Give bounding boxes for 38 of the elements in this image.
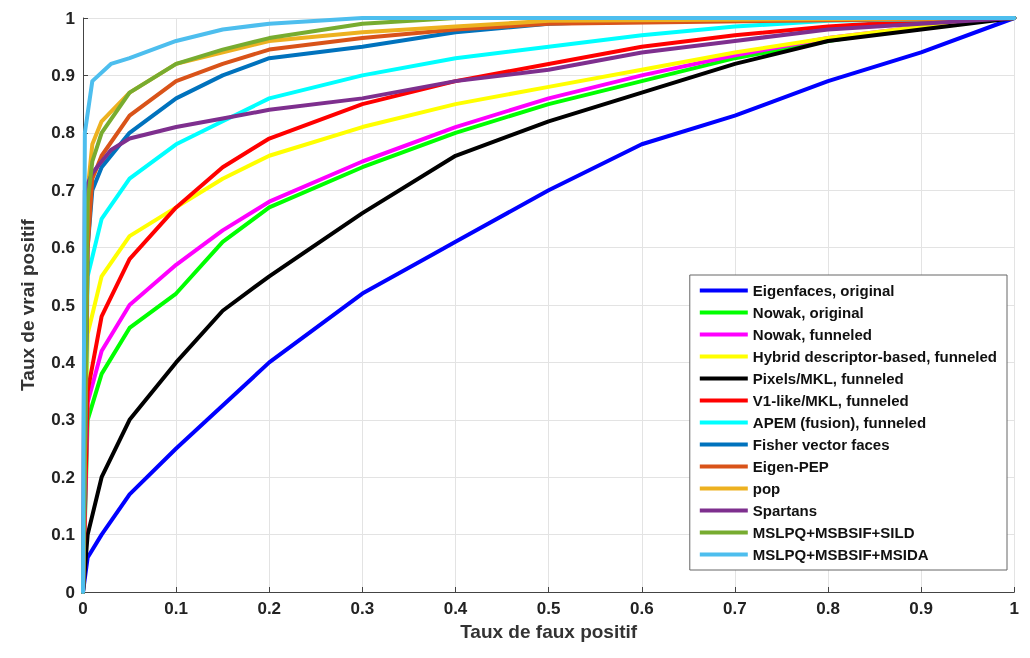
x-tick-label: 0.9: [909, 599, 933, 618]
x-tick-label: 0.8: [816, 599, 840, 618]
x-tick-label: 0.2: [257, 599, 282, 618]
legend-label: Nowak, original: [752, 304, 864, 321]
y-tick-label: 0.4: [51, 352, 76, 372]
x-tick-label: 1: [1009, 599, 1020, 618]
x-tick-label: 0.3: [350, 599, 375, 618]
legend-label: Spartans: [752, 502, 817, 519]
y-tick-label: 0.3: [51, 410, 75, 430]
y-tick-label: 0.6: [51, 238, 75, 258]
y-tick-label: 0: [65, 582, 75, 602]
legend-label: Fisher vector faces: [752, 436, 890, 453]
legend-label: Pixels/MKL, funneled: [752, 370, 904, 387]
y-tick-label: 1: [65, 8, 75, 28]
y-axis-title: Taux de vrai positif: [17, 218, 38, 391]
y-tick-label: 0.1: [51, 525, 75, 545]
x-tick-label: 0.4: [443, 599, 468, 618]
y-tick-label: 0.7: [51, 180, 75, 200]
legend-label: V1-like/MKL, funneled: [752, 392, 909, 409]
y-tick-label: 0.9: [51, 65, 75, 85]
legend-label: APEM (fusion), funneled: [752, 414, 927, 431]
legend-label: pop: [752, 480, 781, 497]
line-series: [81, 16, 1017, 594]
y-tick-label: 0.2: [51, 467, 75, 487]
legend-label: MSLPQ+MSBSIF+MSIDA: [752, 546, 929, 563]
y-tick-label: 0.8: [51, 123, 75, 143]
legend-label: MSLPQ+MSBSIF+SILD: [752, 524, 915, 541]
legend-label: Eigenfaces, original: [752, 282, 895, 299]
y-tick-label: 0.5: [51, 295, 75, 315]
x-tick-label: 0.5: [536, 599, 561, 618]
x-tick-label: 0.7: [723, 599, 747, 618]
x-tick-label: 0: [78, 599, 88, 618]
x-tick-label: 0.6: [629, 599, 654, 618]
legend-label: Hybrid descriptor-based, funneled: [752, 348, 998, 365]
x-axis-title: Taux de faux positif: [460, 621, 638, 642]
legend-label: Eigen-PEP: [752, 458, 829, 475]
legend-label: Nowak, funneled: [752, 326, 872, 343]
x-tick-label: 0.1: [164, 599, 188, 618]
